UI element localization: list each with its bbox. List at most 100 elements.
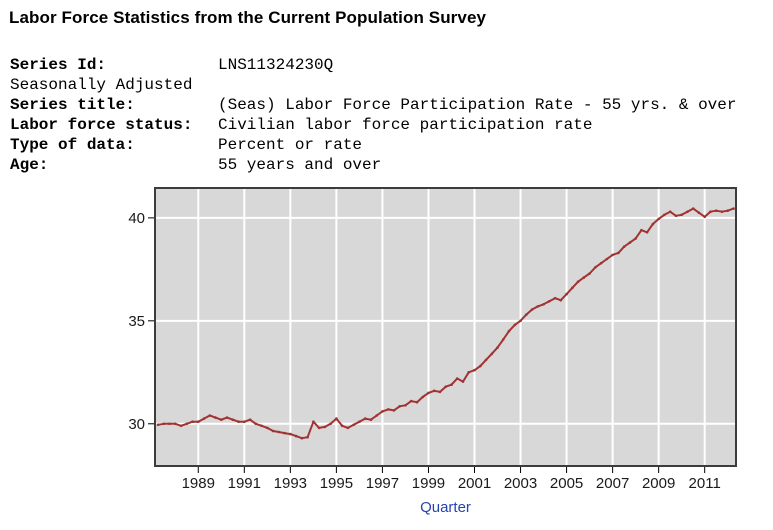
data-point	[306, 435, 309, 439]
series-id-label: Series Id:	[10, 56, 107, 74]
y-tick-label: 40	[128, 210, 145, 227]
data-point	[674, 214, 678, 218]
type-of-data-label: Type of data:	[10, 136, 135, 154]
data-point	[317, 426, 321, 430]
data-point	[404, 404, 407, 407]
data-point	[519, 319, 522, 323]
data-point	[375, 414, 379, 417]
data-point	[611, 253, 614, 257]
data-point	[720, 210, 724, 213]
data-point	[427, 391, 430, 395]
data-point	[231, 418, 235, 422]
data-point	[542, 303, 545, 306]
data-point	[484, 358, 488, 362]
data-point	[461, 380, 465, 383]
data-point	[208, 414, 212, 417]
series-info-row: Seasonally Adjusted	[10, 75, 736, 95]
data-point	[594, 266, 597, 269]
data-point	[358, 420, 361, 424]
data-point	[214, 416, 217, 419]
data-point	[732, 207, 735, 210]
data-point	[335, 417, 338, 420]
data-point	[369, 418, 373, 422]
data-point	[392, 409, 396, 412]
age-value: 55 years and over	[218, 156, 382, 174]
y-tick-label: 35	[128, 313, 145, 330]
data-point	[254, 422, 258, 426]
data-point	[536, 305, 540, 308]
data-point	[703, 215, 706, 219]
data-point	[220, 418, 223, 422]
data-point	[548, 300, 551, 303]
data-point	[576, 280, 580, 284]
series-info-table: Series Id: LNS11324230Q Seasonally Adjust…	[10, 55, 736, 175]
x-tick-label: 2009	[642, 475, 675, 492]
data-point	[479, 364, 482, 368]
data-point	[202, 417, 206, 420]
data-point	[691, 207, 695, 210]
series-title-label: Series title:	[10, 96, 135, 114]
x-tick-label: 1999	[412, 475, 445, 492]
labor-force-status-label: Labor force status:	[10, 116, 193, 134]
plot-border	[154, 187, 737, 467]
series-info-row: Type of data: Percent or rate	[10, 135, 736, 155]
data-point	[323, 425, 327, 429]
data-point	[657, 217, 660, 221]
x-axis-title: Quarter	[420, 499, 471, 516]
data-point	[260, 424, 263, 428]
data-point	[588, 272, 591, 275]
data-point	[300, 436, 304, 440]
seasonally-adjusted-label: Seasonally Adjusted	[10, 76, 193, 94]
data-point	[651, 222, 655, 226]
data-point	[266, 426, 269, 430]
y-tick-label: 30	[128, 416, 145, 433]
series-info-row: Series title: (Seas) Labor Force Particip…	[10, 95, 736, 115]
data-point	[381, 410, 384, 413]
data-point	[185, 422, 189, 426]
x-tick-label: 2003	[504, 475, 537, 492]
data-point	[312, 420, 315, 424]
x-tick-label: 2007	[596, 475, 629, 492]
page-title: Labor Force Statistics from the Current …	[9, 8, 487, 27]
data-point	[409, 399, 413, 403]
data-point	[352, 423, 356, 427]
data-point	[473, 368, 476, 372]
data-point	[225, 416, 229, 419]
data-point	[582, 276, 586, 279]
data-point	[628, 241, 632, 244]
series-info-row: Age: 55 years and over	[10, 155, 736, 175]
data-point	[162, 422, 165, 426]
data-point	[617, 251, 620, 255]
data-point	[663, 213, 666, 217]
data-point	[421, 395, 425, 399]
data-point	[329, 422, 332, 426]
series-info-row: Labor force status: Civilian labor force …	[10, 115, 736, 135]
data-point	[502, 338, 505, 341]
data-point	[599, 261, 603, 265]
data-point	[243, 420, 246, 424]
x-tick-label: 1993	[274, 475, 307, 492]
data-point	[415, 400, 419, 404]
x-tick-label: 2011	[689, 475, 721, 492]
data-point	[174, 422, 177, 426]
data-point	[197, 420, 200, 424]
data-point	[271, 429, 275, 433]
data-point	[622, 245, 626, 248]
data-point	[714, 209, 718, 212]
x-tick-label: 1997	[366, 475, 399, 492]
data-point	[450, 383, 453, 387]
data-point	[571, 286, 574, 290]
data-point	[686, 210, 689, 213]
data-point	[283, 431, 286, 435]
labor-force-status-value: Civilian labor force participation rate	[218, 116, 593, 134]
data-point	[398, 405, 402, 408]
data-point	[697, 211, 701, 214]
data-point	[386, 408, 390, 411]
data-point	[363, 417, 367, 420]
age-label: Age:	[10, 156, 49, 174]
data-point	[294, 434, 298, 438]
data-point	[525, 313, 528, 316]
data-point	[340, 424, 344, 428]
